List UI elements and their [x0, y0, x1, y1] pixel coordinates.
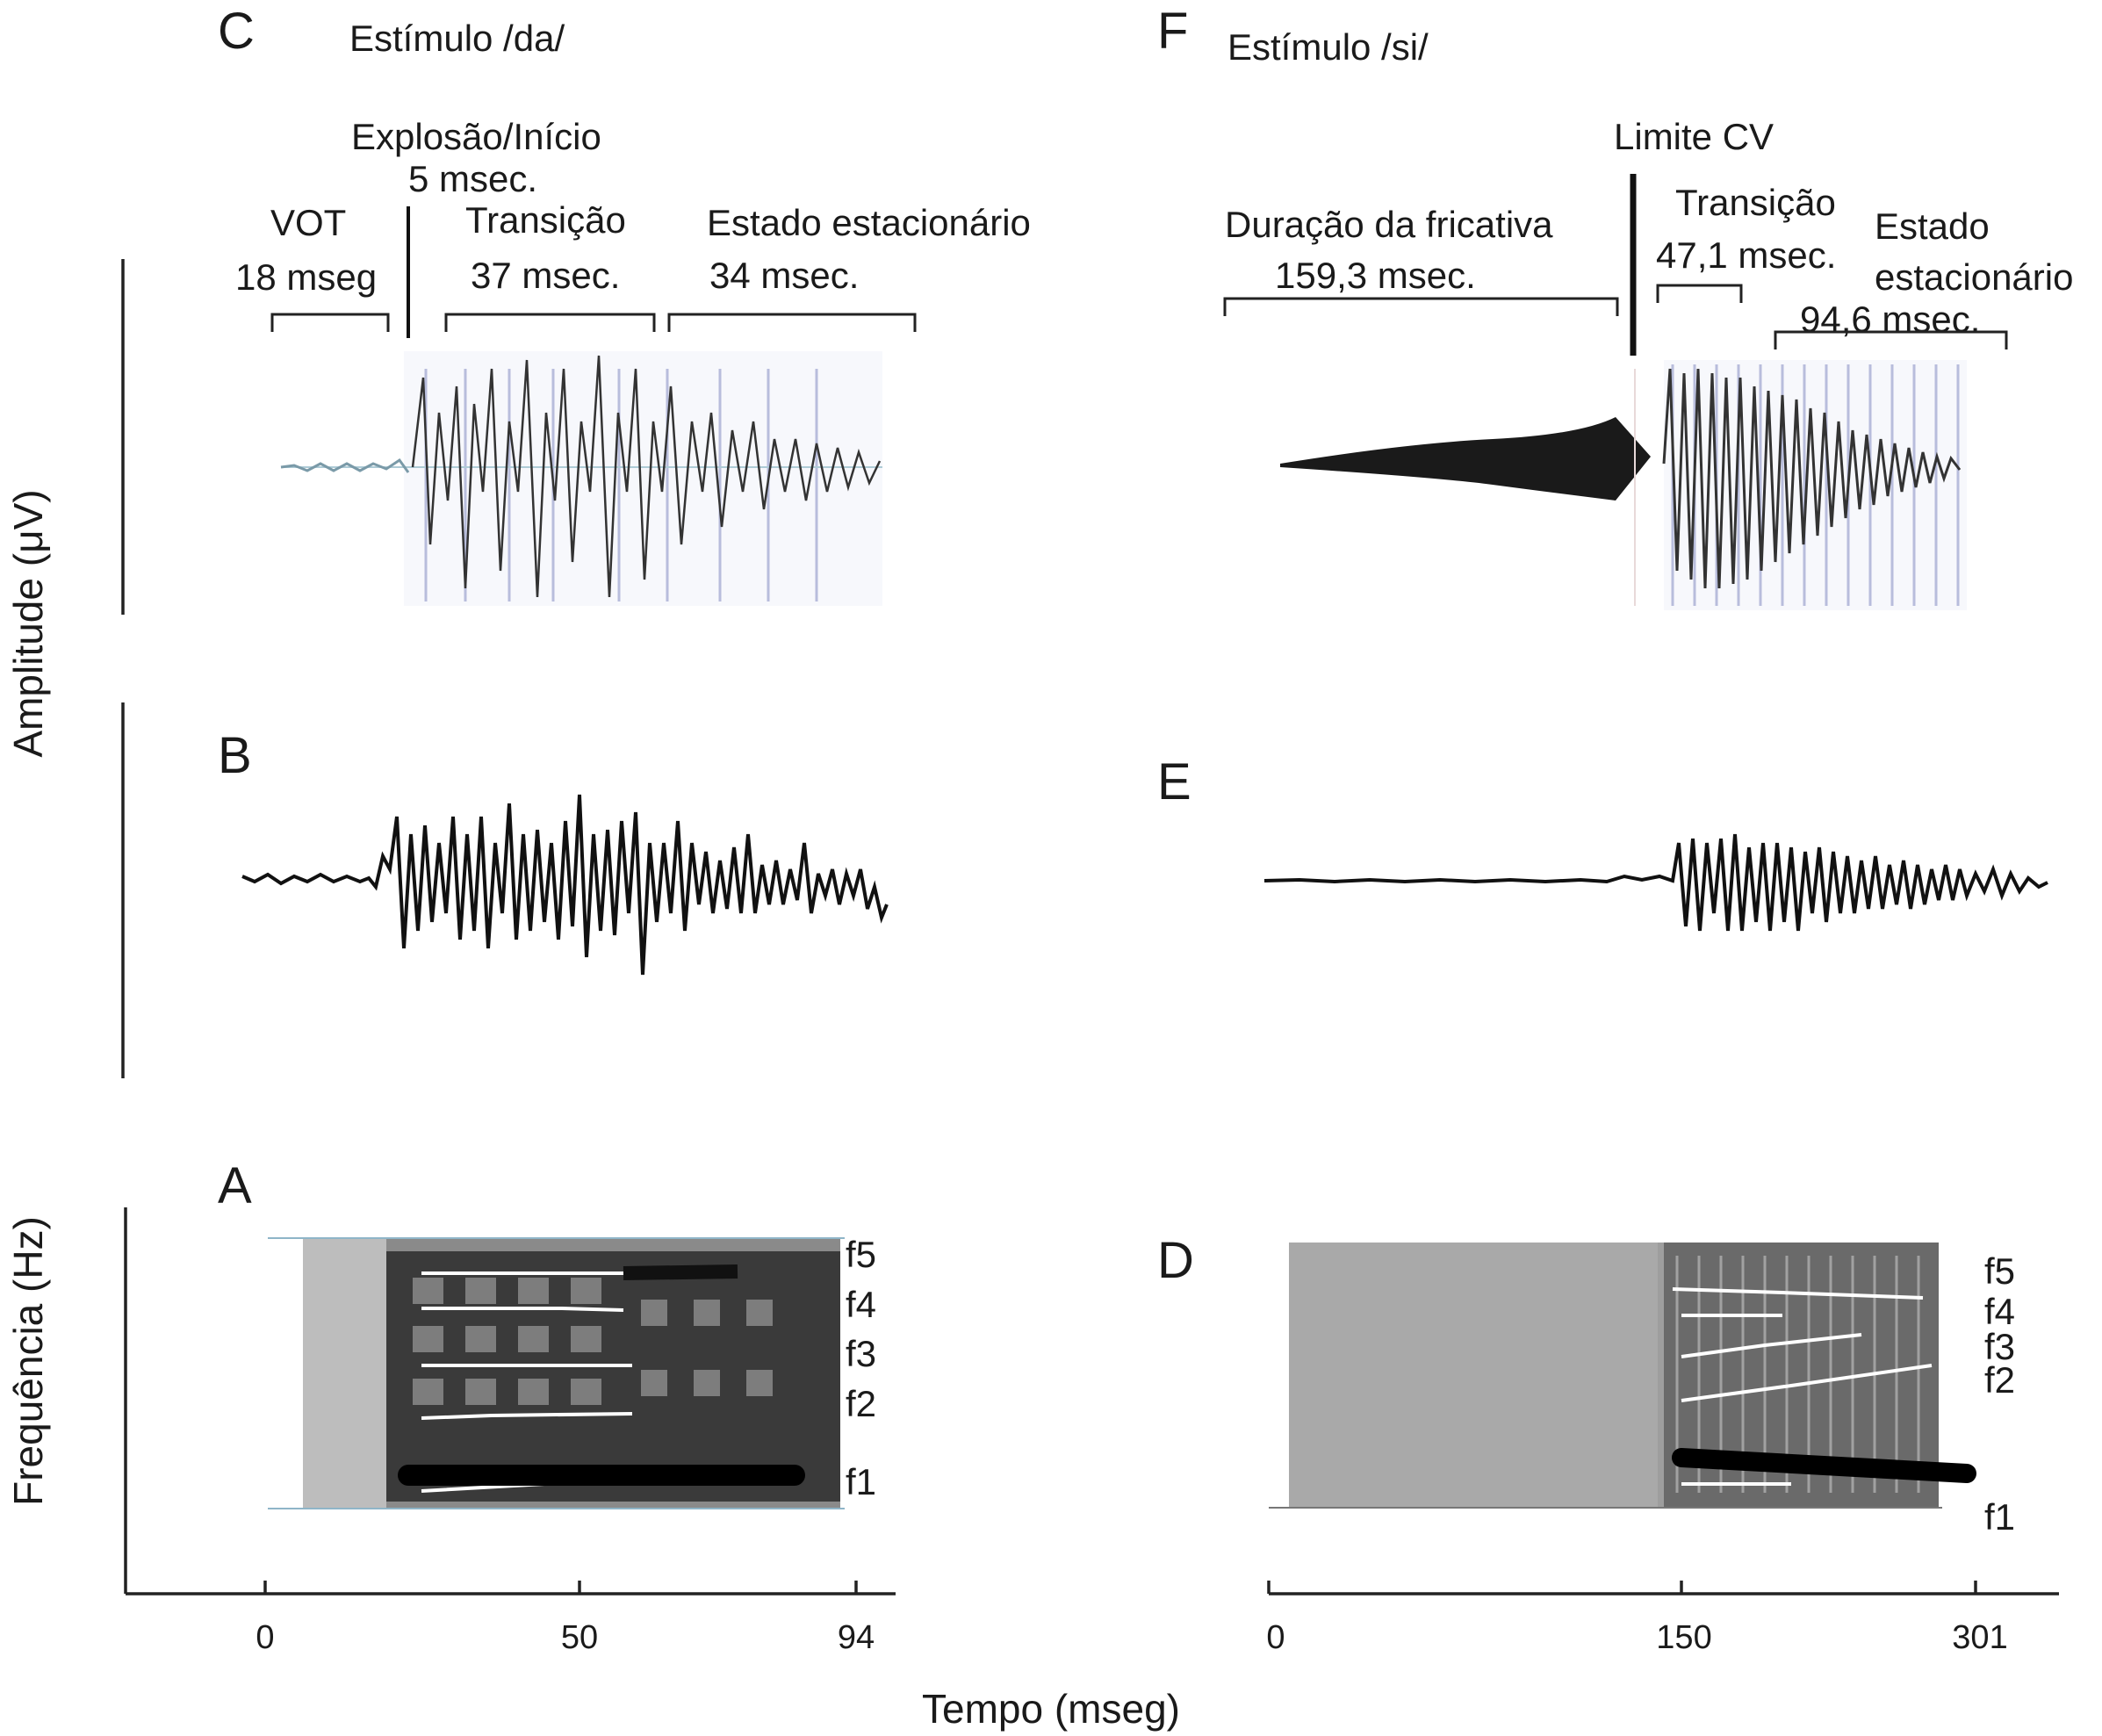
vot-bracket: [270, 313, 390, 332]
steady-label-si-line1: Estado: [1875, 205, 1990, 247]
steady-duration-si: 94,6 msec.: [1800, 299, 1980, 340]
tick-label-94-da: 94: [838, 1619, 875, 1656]
stimulus-da-title: Estímulo /da/: [349, 18, 565, 59]
formant-label-f4-da: f4: [846, 1284, 876, 1325]
panel-letter-d: D: [1157, 1232, 1194, 1289]
cv-boundary-label: Limite CV: [1614, 116, 1774, 157]
transition-duration-si: 47,1 msec.: [1656, 234, 1836, 276]
burst-label: Explosão/Início: [351, 116, 601, 157]
time-axis-label: Tempo (mseg): [922, 1686, 1180, 1732]
fricative-duration: 159,3 msec.: [1275, 255, 1476, 296]
tick-label-0-si: 0: [1266, 1619, 1285, 1656]
formant-label-f4-si: f4: [1984, 1291, 2015, 1332]
formant-label-f3-da: f3: [846, 1333, 876, 1374]
steady-label-si-line2: estacionário: [1875, 256, 2073, 298]
frequency-axis-label: Frequência (Hz): [5, 1216, 51, 1506]
transition-duration-da: 37 msec.: [471, 255, 620, 296]
fricative-label: Duração da fricativa: [1225, 204, 1553, 245]
vot-label: VOT: [270, 202, 346, 243]
steady-label-da: Estado estacionário: [707, 202, 1031, 243]
formant-label-f5-da: f5: [846, 1234, 876, 1275]
formant-label-f3-si: f3: [1984, 1326, 2015, 1367]
steady-bracket-da: [667, 313, 917, 332]
steady-bracket-si: [1774, 330, 2008, 349]
waveform-da-stimulus: [280, 351, 882, 606]
stimulus-si-title: Estímulo /si/: [1227, 26, 1429, 68]
spectrogram-da: [268, 1237, 845, 1509]
transition-bracket-da: [444, 313, 656, 332]
formant-label-f1-si: f1: [1984, 1496, 2015, 1538]
tick-label-150-si: 150: [1656, 1619, 1711, 1656]
waveform-si-stimulus: [1280, 360, 1967, 610]
spectrogram-si: [1269, 1243, 1976, 1509]
panel-letter-e: E: [1157, 753, 1191, 810]
formant-label-f2-da: f2: [846, 1383, 876, 1424]
panel-letter-b: B: [218, 727, 252, 784]
waveform-da-response: [241, 794, 889, 976]
tick-label-301-si: 301: [1952, 1619, 2007, 1656]
formant-label-f5-si: f5: [1984, 1250, 2015, 1292]
panel-letter-f: F: [1157, 3, 1188, 60]
formant-label-f2-si: f2: [1984, 1359, 2015, 1401]
burst-duration: 5 msec.: [408, 158, 537, 199]
waveform-si-response: [1263, 833, 2048, 932]
transition-bracket-si: [1656, 284, 1743, 303]
panel-letter-c: C: [218, 3, 255, 60]
formant-label-f1-da: f1: [846, 1461, 876, 1502]
amplitude-axis-label: Amplitude (μV): [5, 489, 51, 757]
panel-letter-a: A: [218, 1157, 252, 1214]
transition-label-da: Transição: [465, 199, 626, 241]
fricative-bracket: [1223, 297, 1619, 316]
tick-label-50-da: 50: [561, 1619, 598, 1656]
tick-label-0-da: 0: [256, 1619, 274, 1656]
steady-duration-da: 34 msec.: [709, 255, 859, 296]
transition-label-si: Transição: [1675, 182, 1836, 223]
vot-duration: 18 mseg: [235, 256, 377, 298]
